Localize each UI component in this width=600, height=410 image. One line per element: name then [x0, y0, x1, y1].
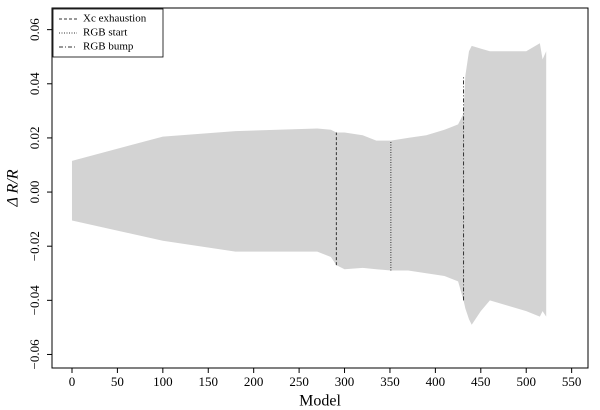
- y-tick-label: −0.02: [27, 231, 42, 261]
- legend-label: RGB bump: [83, 41, 134, 53]
- x-tick-label: 300: [335, 374, 355, 389]
- x-tick-label: 0: [69, 374, 76, 389]
- x-tick-label: 250: [289, 374, 309, 389]
- x-axis-label: Model: [299, 393, 341, 410]
- y-tick-label: 0.00: [27, 181, 42, 204]
- x-tick-label: 400: [426, 374, 446, 389]
- y-tick-label: 0.04: [27, 72, 42, 95]
- x-tick-label: 50: [111, 374, 124, 389]
- y-tick-label: 0.02: [27, 127, 42, 150]
- plot-frame: [51, 7, 589, 369]
- x-tick-label: 200: [244, 374, 264, 389]
- x-tick-label: 500: [516, 374, 536, 389]
- y-axis-label: Δ R/R: [5, 169, 22, 207]
- band-area: [71, 43, 547, 325]
- y-tick-label: 0.06: [27, 18, 42, 41]
- x-tick-label: 350: [380, 374, 400, 389]
- legend-label: Xc exhaustion: [83, 13, 147, 25]
- x-tick-label: 150: [199, 374, 219, 389]
- x-tick-label: 550: [562, 374, 582, 389]
- x-tick-label: 100: [153, 374, 173, 389]
- x-tick-label: 450: [471, 374, 491, 389]
- y-tick-label: −0.04: [27, 285, 42, 316]
- legend-label: RGB start: [83, 27, 127, 39]
- y-tick-label: −0.06: [27, 339, 42, 370]
- legend-box: [52, 8, 164, 58]
